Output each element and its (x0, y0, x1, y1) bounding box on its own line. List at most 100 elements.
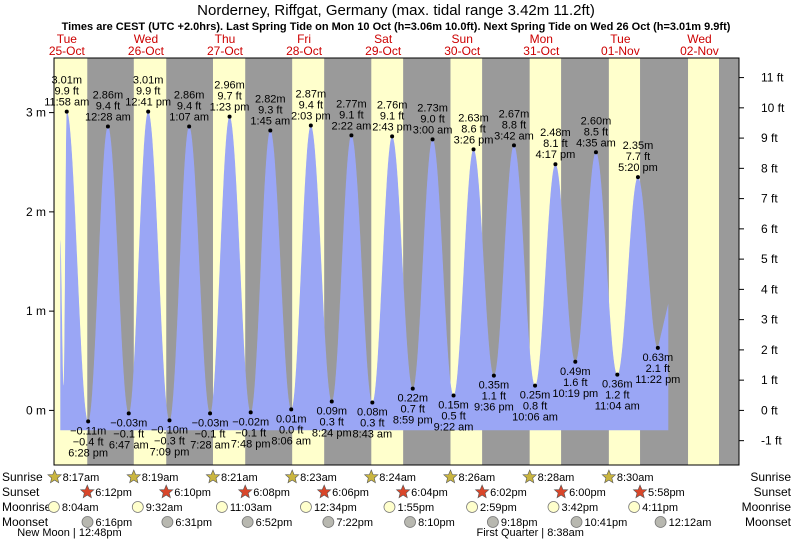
right-axis-tick-label: 6 ft (761, 222, 778, 236)
chart-subtitle: Times are CEST (UTC +2.0hrs). Last Sprin… (62, 21, 731, 33)
day-date-label: 29-Oct (365, 44, 402, 58)
tide-time: 6:28 pm (68, 447, 108, 459)
tide-time: 5:20 pm (618, 162, 658, 174)
right-axis-tick-label: 8 ft (761, 161, 778, 175)
tide-time: 11:58 am (44, 97, 89, 109)
sunrise-time: 8:24am (379, 472, 416, 484)
tide-level-area (60, 111, 669, 431)
sunset-star-icon (632, 484, 648, 499)
right-axis-tick-label: 9 ft (761, 131, 778, 145)
tide-height-m: −0.11m (70, 425, 106, 437)
tide-extreme-marker (227, 114, 232, 119)
tide-height-ft: 0.8 ft (523, 401, 547, 413)
sunrise-star-icon (205, 469, 221, 484)
tide-extreme-marker (370, 400, 375, 405)
moonrise-disc-icon (47, 501, 60, 513)
tide-time: 8:06 am (271, 435, 311, 447)
tide-height-ft: 7.7 ft (626, 151, 650, 163)
sunset-time: 6:00pm (569, 487, 606, 499)
sunset-time: 5:58pm (648, 487, 685, 499)
day-date-label: 28-Oct (286, 44, 323, 58)
tide-height-m: 0.08m (357, 406, 388, 418)
sunset-star-icon (79, 484, 95, 499)
tide-time: 4:17 pm (536, 149, 576, 161)
tide-extreme-marker (64, 109, 69, 114)
sunset-star-icon (316, 484, 332, 499)
sunset-time: 6:12pm (95, 487, 132, 499)
moonrise-time: 9:32am (146, 502, 183, 514)
sunrise-time: 8:30am (617, 472, 654, 484)
tide-extreme-marker (573, 359, 578, 364)
tide-height-m: 2.60m (581, 115, 612, 127)
day-of-week-label: Mon (530, 32, 553, 46)
tide-extreme-marker (105, 124, 110, 129)
tide-time: 9:36 pm (474, 402, 514, 414)
tide-height-m: 3.01m (51, 75, 82, 87)
tide-extreme-marker (248, 410, 253, 415)
moonrise-disc-icon (547, 501, 560, 513)
tide-extreme-marker (167, 418, 172, 423)
day-of-week-label: Sat (374, 32, 393, 46)
tide-time: 1:07 am (169, 111, 209, 123)
tide-time: 10:06 am (512, 412, 558, 424)
moonset-disc-icon (570, 516, 583, 528)
sunrise-star-icon (47, 469, 63, 484)
tide-height-m: −0.10m (151, 424, 188, 436)
tide-height-m: 2.87m (296, 89, 327, 101)
tide-time: 2:03 pm (291, 111, 331, 123)
moonset-time: 6:16pm (95, 517, 132, 529)
moonrise-time: 12:34pm (314, 502, 357, 514)
tide-time: 8:24 pm (312, 427, 352, 439)
tide-height-ft: 9.7 ft (217, 91, 241, 103)
tide-height-m: 2.73m (417, 102, 448, 114)
sunrise-star-icon (601, 469, 617, 484)
tide-extreme-marker (615, 372, 620, 377)
moonset-disc-icon (241, 516, 254, 528)
tide-time: 6:47 am (109, 439, 149, 451)
moonrise-time: 4:11pm (642, 502, 678, 514)
tide-height-ft: 9.4 ft (299, 100, 323, 112)
tide-extreme-marker (390, 134, 395, 139)
tide-extreme-marker (208, 411, 213, 416)
tide-height-m: 2.76m (377, 99, 408, 111)
tide-extreme-marker (533, 383, 538, 388)
sunrise-star-icon (126, 469, 142, 484)
day-date-label: 31-Oct (523, 44, 560, 58)
tide-height-ft: 8.6 ft (461, 123, 485, 135)
tide-height-ft: 9.9 ft (55, 86, 79, 98)
right-axis-tick-label: -1 ft (761, 434, 782, 448)
tide-height-ft: 8.5 ft (584, 126, 608, 138)
moonset-disc-icon (81, 516, 94, 528)
tide-height-m: 0.25m (520, 390, 551, 402)
moonset-time: 10:41pm (585, 517, 628, 529)
row-label-right: Sunrise (750, 470, 791, 484)
sunrise-star-icon (443, 469, 458, 484)
tide-extreme-marker (635, 175, 640, 180)
tide-time: 7:48 pm (231, 438, 271, 450)
tide-extreme-marker (126, 411, 131, 416)
right-axis-tick-label: 11 ft (761, 71, 784, 85)
tide-height-m: −0.03m (110, 417, 147, 429)
day-of-week-label: Fri (297, 32, 311, 46)
sunset-time: 6:10pm (174, 487, 211, 499)
tide-height-ft: 9.3 ft (258, 104, 282, 116)
row-label-left: Moonrise (2, 500, 52, 514)
moonset-time: 8:10pm (418, 517, 455, 529)
sunset-star-icon (237, 484, 253, 499)
tide-time: 11:04 am (595, 401, 640, 413)
sunset-time: 6:08pm (253, 487, 290, 499)
tide-height-m: 0.36m (602, 379, 633, 391)
tide-extreme-marker (86, 419, 91, 424)
right-axis-tick-label: 10 ft (761, 101, 785, 115)
tide-time: 4:35 am (576, 137, 616, 149)
tide-extreme-marker (289, 407, 294, 412)
right-axis-tick-label: 1 ft (761, 373, 778, 387)
tide-height-m: 0.01m (276, 413, 307, 425)
tide-height-ft: 2.1 ft (646, 363, 670, 375)
tide-extreme-marker (349, 133, 354, 138)
tide-height-m: 2.86m (174, 89, 205, 101)
tide-extreme-marker (511, 143, 516, 148)
tide-height-ft: −0.1 ft (113, 428, 144, 440)
day-of-week-label: Sun (452, 32, 473, 46)
